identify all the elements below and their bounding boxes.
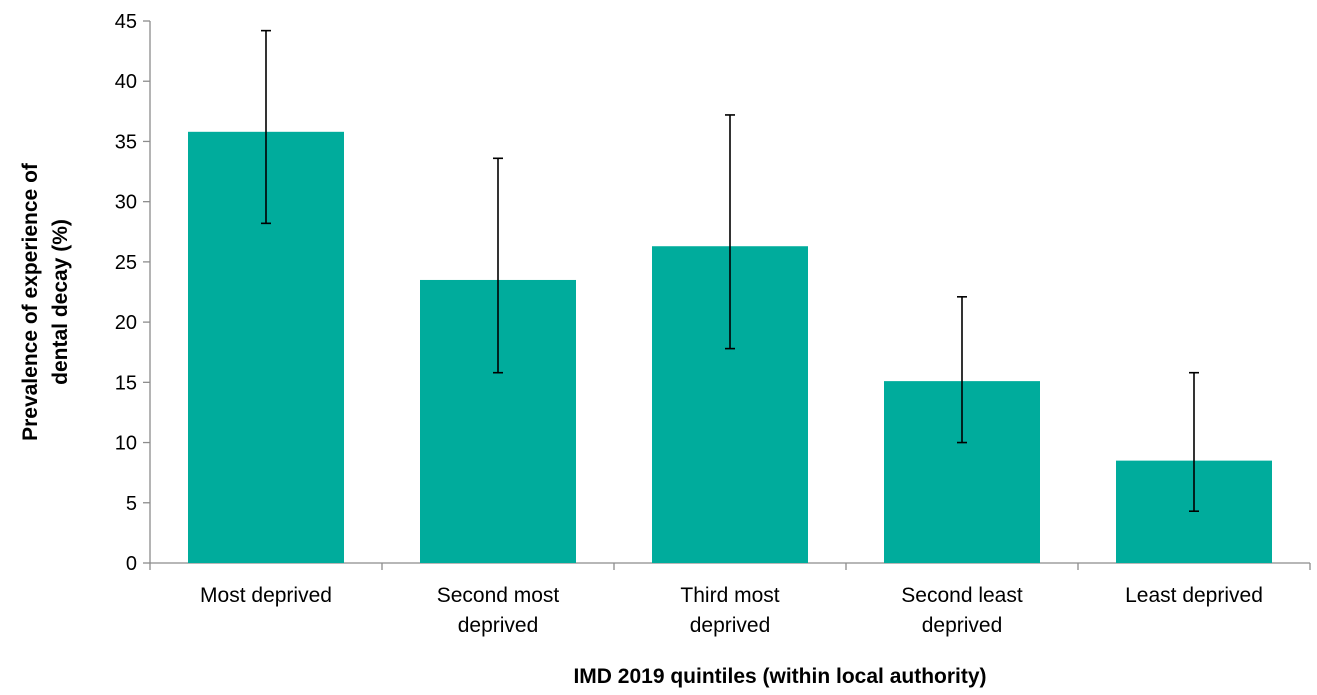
y-tick-label: 0 bbox=[126, 553, 137, 575]
x-tick-label: deprived bbox=[690, 614, 771, 637]
y-tick-label: 45 bbox=[115, 11, 137, 33]
y-tick-label: 30 bbox=[115, 192, 137, 214]
y-tick-label: 10 bbox=[115, 433, 137, 455]
y-tick-label: 5 bbox=[126, 493, 137, 515]
y-tick-label: 20 bbox=[115, 312, 137, 334]
x-tick-label: Most deprived bbox=[200, 584, 332, 607]
x-tick-label: deprived bbox=[922, 614, 1003, 637]
y-axis-title: dental decay (%) bbox=[49, 219, 72, 385]
x-tick-label: Third most bbox=[680, 584, 779, 607]
y-tick-label: 15 bbox=[115, 372, 137, 394]
x-axis-title: IMD 2019 quintiles (within local authori… bbox=[573, 665, 986, 688]
x-tick-label: Least deprived bbox=[1125, 584, 1263, 607]
x-tick-label: Second most bbox=[437, 584, 560, 607]
y-axis-title: Prevalence of experience of bbox=[19, 162, 42, 441]
x-tick-label: deprived bbox=[458, 614, 539, 637]
x-tick-label: Second least bbox=[901, 584, 1023, 607]
y-tick-label: 35 bbox=[115, 131, 137, 153]
y-tick-label: 25 bbox=[115, 252, 137, 274]
y-tick-label: 40 bbox=[115, 71, 137, 93]
